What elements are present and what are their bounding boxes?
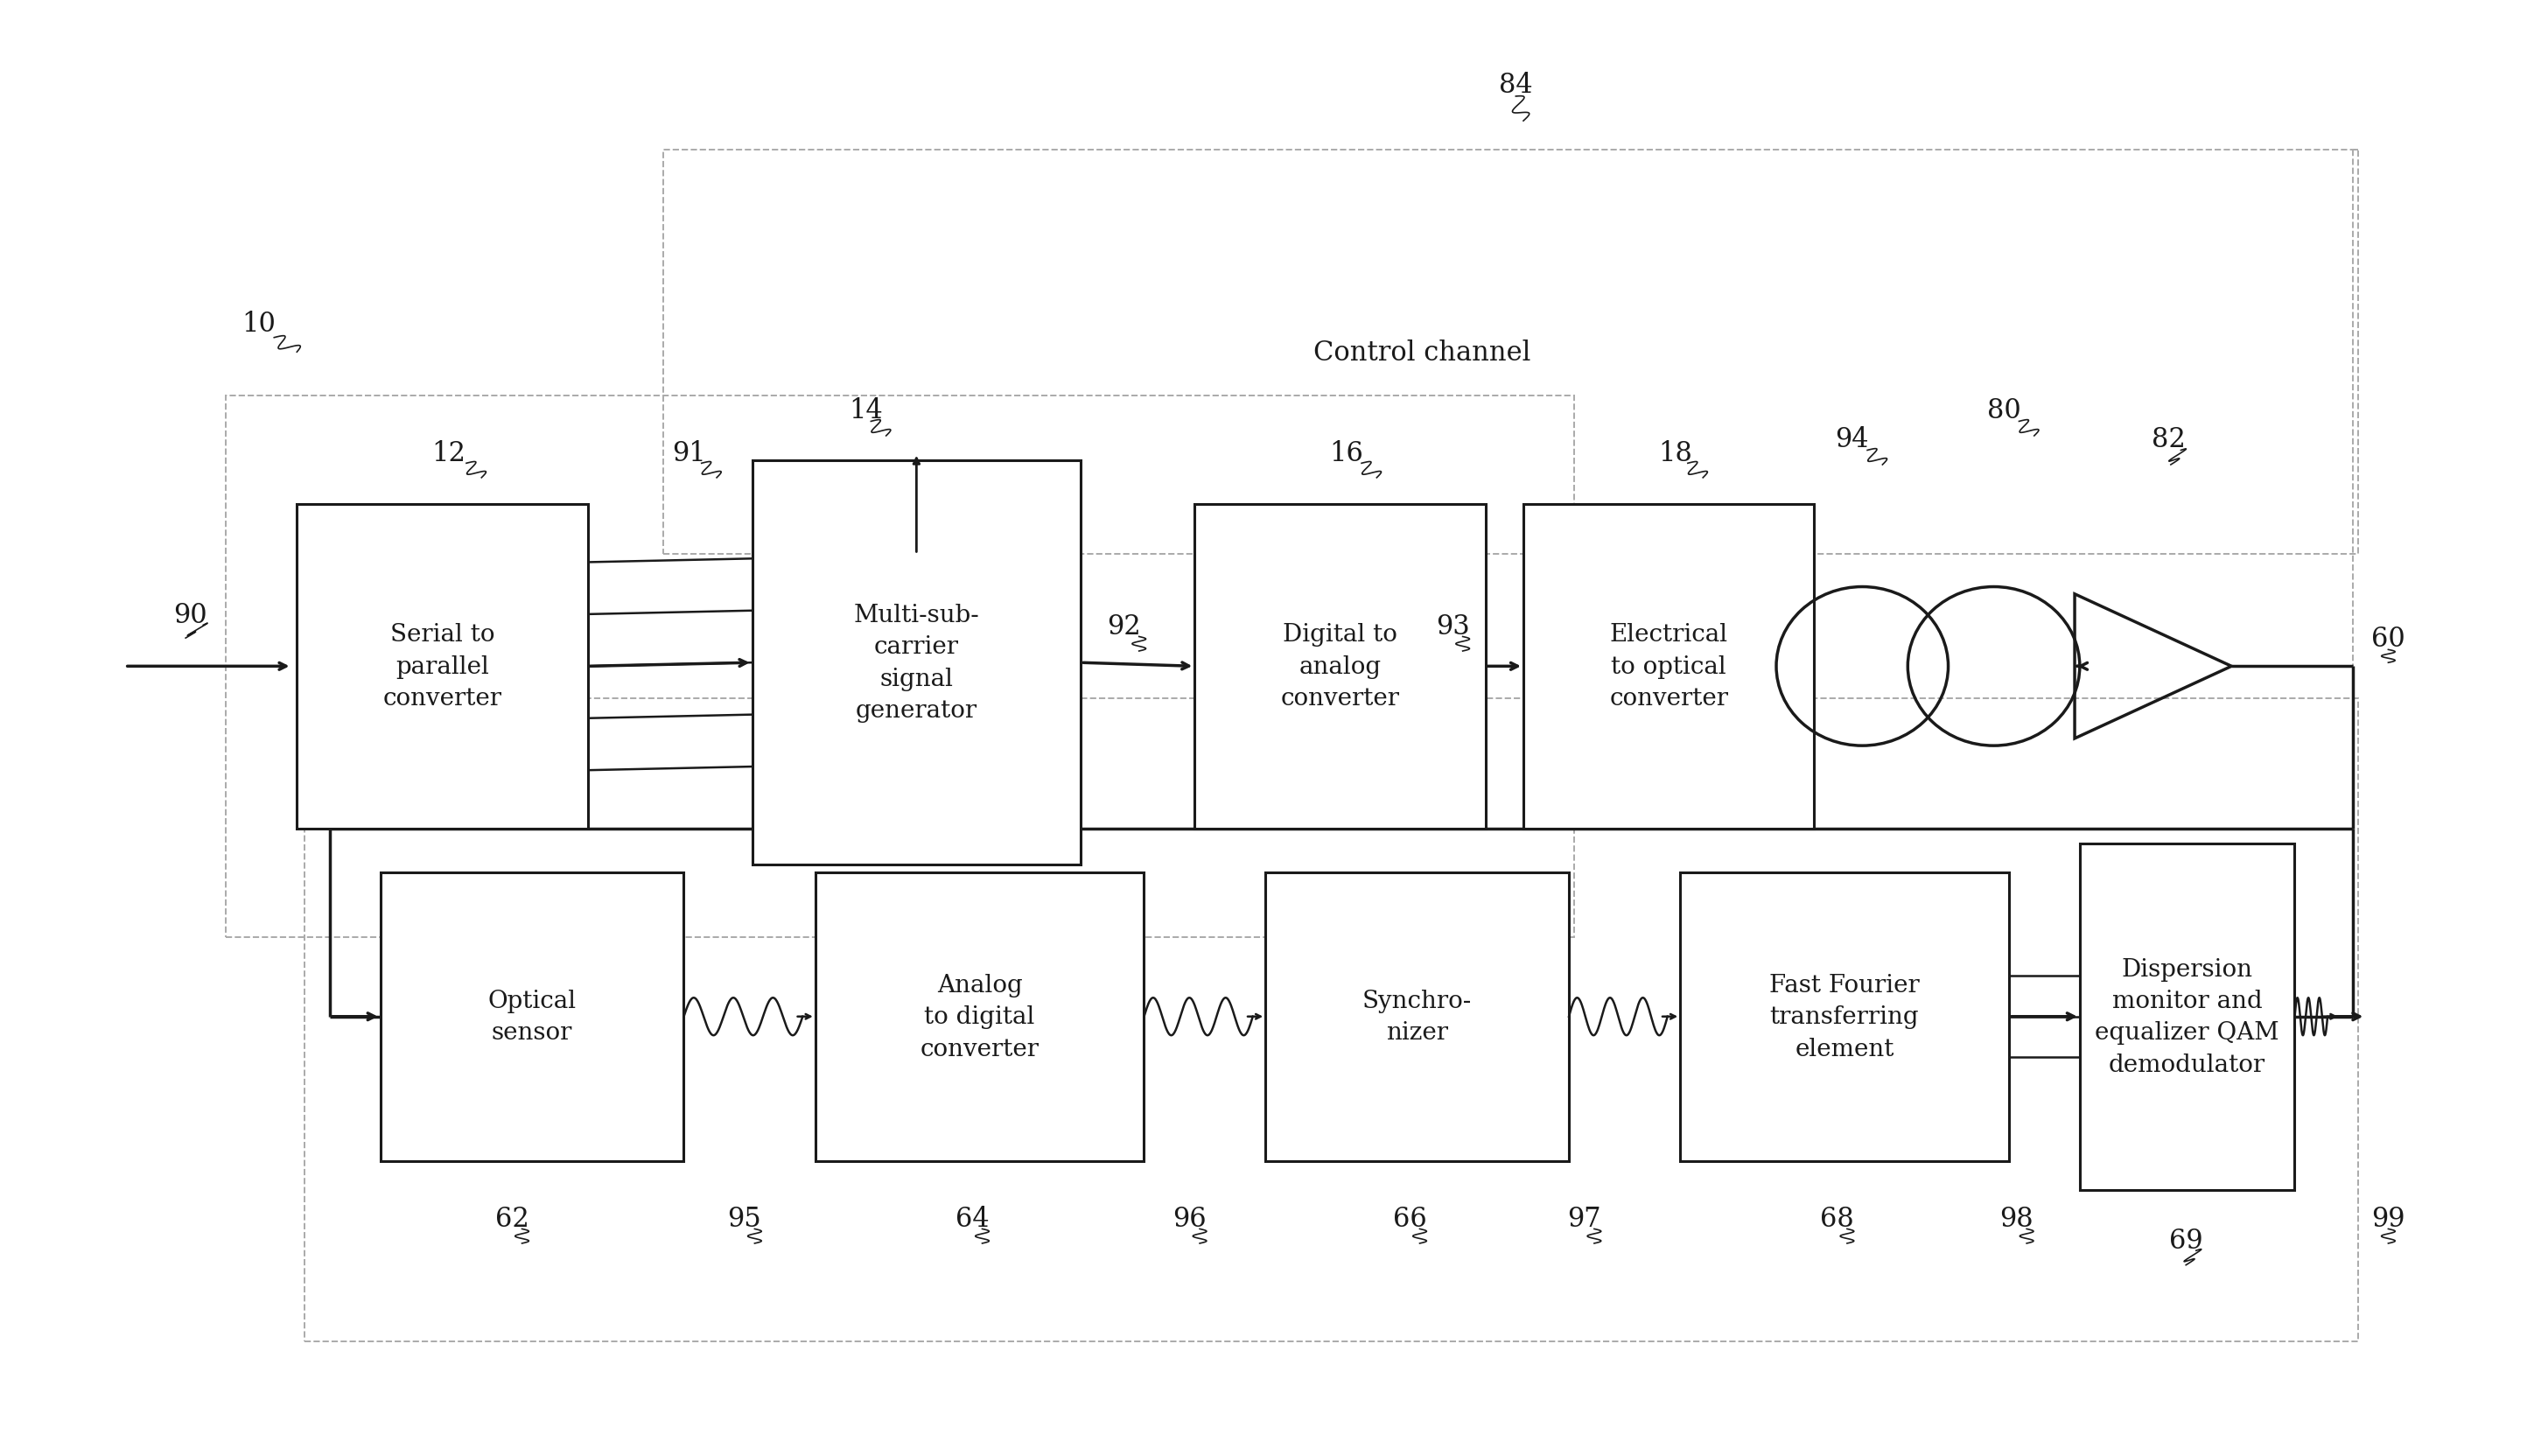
Text: Dispersion
monitor and
equalizer QAM
demodulator: Dispersion monitor and equalizer QAM dem… [2096, 957, 2279, 1076]
Text: 90: 90 [173, 601, 208, 629]
Text: 92: 92 [1108, 613, 1141, 641]
Text: Serial to
parallel
converter: Serial to parallel converter [384, 623, 501, 711]
FancyBboxPatch shape [752, 462, 1080, 865]
Text: 96: 96 [1174, 1206, 1207, 1232]
Text: Fast Fourier
transferring
element: Fast Fourier transferring element [1769, 973, 1918, 1060]
Text: Synchro-
nizer: Synchro- nizer [1362, 989, 1471, 1044]
Text: 14: 14 [849, 397, 882, 424]
FancyBboxPatch shape [1525, 504, 1814, 828]
Text: Control channel: Control channel [1314, 339, 1530, 365]
FancyBboxPatch shape [816, 872, 1143, 1160]
Text: Electrical
to optical
converter: Electrical to optical converter [1608, 623, 1728, 711]
Text: 94: 94 [1835, 425, 1870, 453]
FancyBboxPatch shape [1194, 504, 1486, 828]
Text: 80: 80 [1987, 397, 2020, 424]
Text: Digital to
analog
converter: Digital to analog converter [1281, 623, 1400, 711]
FancyBboxPatch shape [1265, 872, 1568, 1160]
Text: Optical
sensor: Optical sensor [488, 989, 577, 1044]
Text: 64: 64 [955, 1206, 988, 1232]
Text: 69: 69 [2170, 1227, 2203, 1254]
Text: 18: 18 [1659, 440, 1692, 467]
Text: 82: 82 [2152, 425, 2185, 453]
Text: 16: 16 [1329, 440, 1365, 467]
Text: 12: 12 [432, 440, 465, 467]
Text: 84: 84 [1499, 71, 1532, 99]
FancyBboxPatch shape [2079, 843, 2295, 1190]
Text: 98: 98 [2000, 1206, 2033, 1232]
Text: Analog
to digital
converter: Analog to digital converter [920, 973, 1039, 1060]
FancyBboxPatch shape [297, 504, 587, 828]
Text: 99: 99 [2371, 1206, 2406, 1232]
Text: 95: 95 [727, 1206, 762, 1232]
Text: 62: 62 [495, 1206, 529, 1232]
FancyBboxPatch shape [1680, 872, 2010, 1160]
Text: 97: 97 [1568, 1206, 1601, 1232]
Text: 91: 91 [671, 440, 706, 467]
Text: 68: 68 [1819, 1206, 1855, 1232]
Text: 10: 10 [241, 310, 277, 338]
Text: Multi-sub-
carrier
signal
generator: Multi-sub- carrier signal generator [854, 603, 978, 722]
Text: 93: 93 [1436, 613, 1469, 641]
Text: 60: 60 [2371, 625, 2406, 652]
Text: 66: 66 [1392, 1206, 1426, 1232]
FancyBboxPatch shape [381, 872, 684, 1160]
